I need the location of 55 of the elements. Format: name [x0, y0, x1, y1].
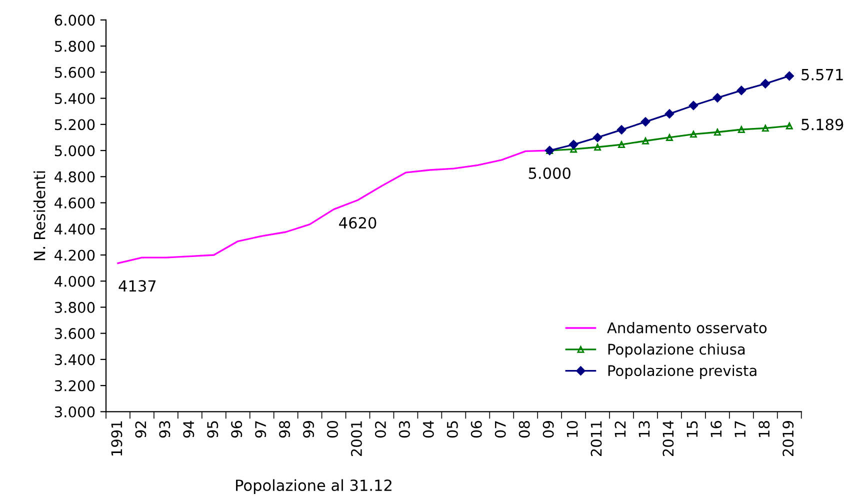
annotation: 5.571 — [802, 69, 843, 80]
x-tick-label: 00 — [326, 420, 338, 438]
x-tick-label: 15 — [686, 421, 698, 437]
x-tick-label: 07 — [494, 421, 506, 438]
legend-label: Andamento osservato — [607, 322, 767, 334]
y-axis-title: N. Residenti — [33, 171, 46, 260]
x-tick-label: 93 — [159, 421, 170, 438]
legend-label: Popolazione prevista — [608, 364, 756, 379]
x-tick-label: 2014 — [662, 420, 674, 456]
x-tick-label: 17 — [734, 421, 746, 437]
x-tick-label: 2001 — [350, 421, 362, 456]
x-tick-label: 04 — [422, 420, 434, 438]
x-tick-label: 94 — [183, 420, 194, 438]
x-tick-label: 10 — [566, 420, 578, 437]
x-tick-label: 13 — [638, 421, 650, 437]
y-tick-label: 4.600 — [54, 197, 95, 209]
y-tick-label: 5.600 — [54, 66, 95, 78]
y-tick-label: 4.400 — [54, 224, 95, 235]
y-tick-label: 4.200 — [54, 250, 95, 261]
x-tick-label: 2019 — [782, 421, 794, 456]
y-tick-label: 5.800 — [54, 40, 95, 52]
x-tick-label: 05 — [446, 421, 458, 438]
y-tick-label: 4.000 — [54, 276, 95, 287]
x-tick-label: 18 — [758, 421, 770, 437]
x-tick-label: 03 — [398, 421, 410, 438]
annotation: 4137 — [118, 280, 156, 292]
x-tick-label: 16 — [710, 420, 722, 437]
x-tick-label: 2011 — [590, 421, 602, 456]
x-tick-label: 09 — [542, 421, 554, 438]
y-tick-label: 5.000 — [54, 145, 95, 156]
x-tick-label: 98 — [279, 421, 290, 438]
x-tick-label: 06 — [470, 420, 482, 438]
y-tick-label: 6.000 — [54, 14, 95, 26]
x-tick-label: 02 — [374, 421, 386, 438]
y-tick-label: 3.200 — [54, 380, 95, 392]
y-tick-label: 3.000 — [54, 406, 95, 418]
x-tick-label: 92 — [135, 421, 146, 438]
x-axis-title: Popolazione al 31.12 — [236, 479, 392, 494]
y-tick-label: 3.400 — [54, 354, 95, 366]
y-tick-label: 3.600 — [54, 328, 95, 340]
annotation: 4620 — [339, 217, 376, 229]
annotation: 5.189 — [802, 118, 844, 130]
legend-label: Popolazione chiusa — [608, 343, 745, 358]
y-tick-label: 5.200 — [54, 119, 95, 130]
x-tick-label: 97 — [255, 421, 266, 438]
x-tick-label: 12 — [614, 421, 626, 437]
y-tick-label: 5.400 — [54, 93, 95, 104]
x-tick-label: 1991 — [111, 421, 122, 456]
y-tick-label: 4.800 — [54, 171, 95, 182]
annotation: 5.000 — [528, 167, 570, 180]
x-tick-label: 08 — [518, 421, 530, 438]
x-tick-label: 99 — [303, 421, 314, 438]
x-tick-label: 95 — [207, 421, 218, 438]
x-tick-label: 96 — [231, 420, 242, 438]
y-tick-label: 3.800 — [54, 302, 95, 313]
